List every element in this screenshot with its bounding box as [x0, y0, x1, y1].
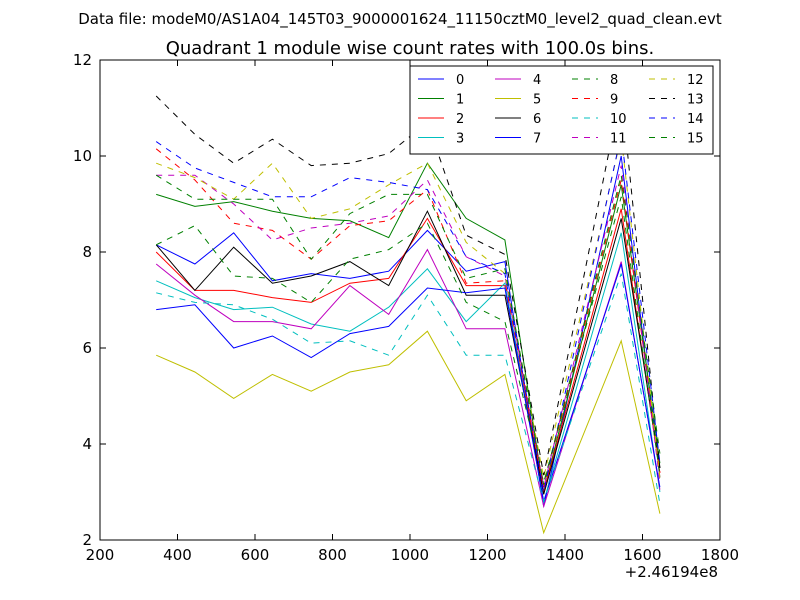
series-layer	[155, 91, 661, 535]
y-tick-label-4: 4	[82, 435, 92, 453]
legend-label-0: 0	[456, 73, 464, 88]
series-line-8	[155, 196, 661, 483]
x-tick-label-1400: 1400	[546, 546, 584, 564]
legend-label-3: 3	[456, 132, 464, 147]
legend-label-6: 6	[533, 112, 541, 127]
legend-label-8: 8	[610, 73, 618, 88]
series-line-4	[155, 248, 661, 509]
x-tick-label-1200: 1200	[468, 546, 506, 564]
y-tick-label-6: 6	[82, 339, 92, 357]
series-line-10	[156, 273, 661, 505]
x-tick-label-1800: 1800	[701, 546, 739, 564]
series-line-7	[156, 263, 661, 502]
legend-label-2: 2	[456, 112, 464, 127]
series-line-5	[156, 330, 661, 535]
legend-label-14: 14	[687, 112, 704, 127]
y-tick-label-12: 12	[73, 51, 92, 69]
x-tick-label-400: 400	[163, 546, 192, 564]
legend-label-11: 11	[610, 132, 627, 147]
x-tick-label-1600: 1600	[623, 546, 661, 564]
series-line-6	[155, 210, 661, 495]
x-tick-label-200: 200	[86, 546, 115, 564]
x-tick-label-800: 800	[318, 546, 347, 564]
legend-label-15: 15	[687, 132, 704, 147]
series-line-11	[156, 165, 661, 488]
legend-label-7: 7	[533, 132, 541, 147]
x-axis-offset-label: +2.46194e8	[625, 563, 718, 581]
x-tick-label-600: 600	[241, 546, 270, 564]
x-tick-label-1000: 1000	[391, 546, 429, 564]
series-line-14	[155, 134, 661, 493]
series-line-9	[155, 148, 661, 488]
series-line-13	[155, 91, 661, 476]
legend-label-1: 1	[456, 93, 464, 108]
y-tick-label-8: 8	[82, 243, 92, 261]
data-file-label: Data file: modeM0/AS1A04_145T03_90000016…	[78, 10, 722, 29]
legend-box	[409, 65, 714, 155]
y-tick-label-2: 2	[82, 531, 92, 549]
chart-title: Quadrant 1 module wise count rates with …	[166, 38, 655, 59]
legend-label-10: 10	[610, 112, 627, 127]
legend-label-13: 13	[687, 93, 704, 108]
legend-label-9: 9	[610, 93, 618, 108]
series-line-15	[155, 174, 661, 485]
series-line-1	[156, 162, 661, 493]
legend-label-12: 12	[687, 73, 704, 88]
legend-label-5: 5	[533, 93, 541, 108]
legend-label-4: 4	[533, 73, 541, 88]
y-tick-label-10: 10	[73, 147, 92, 165]
